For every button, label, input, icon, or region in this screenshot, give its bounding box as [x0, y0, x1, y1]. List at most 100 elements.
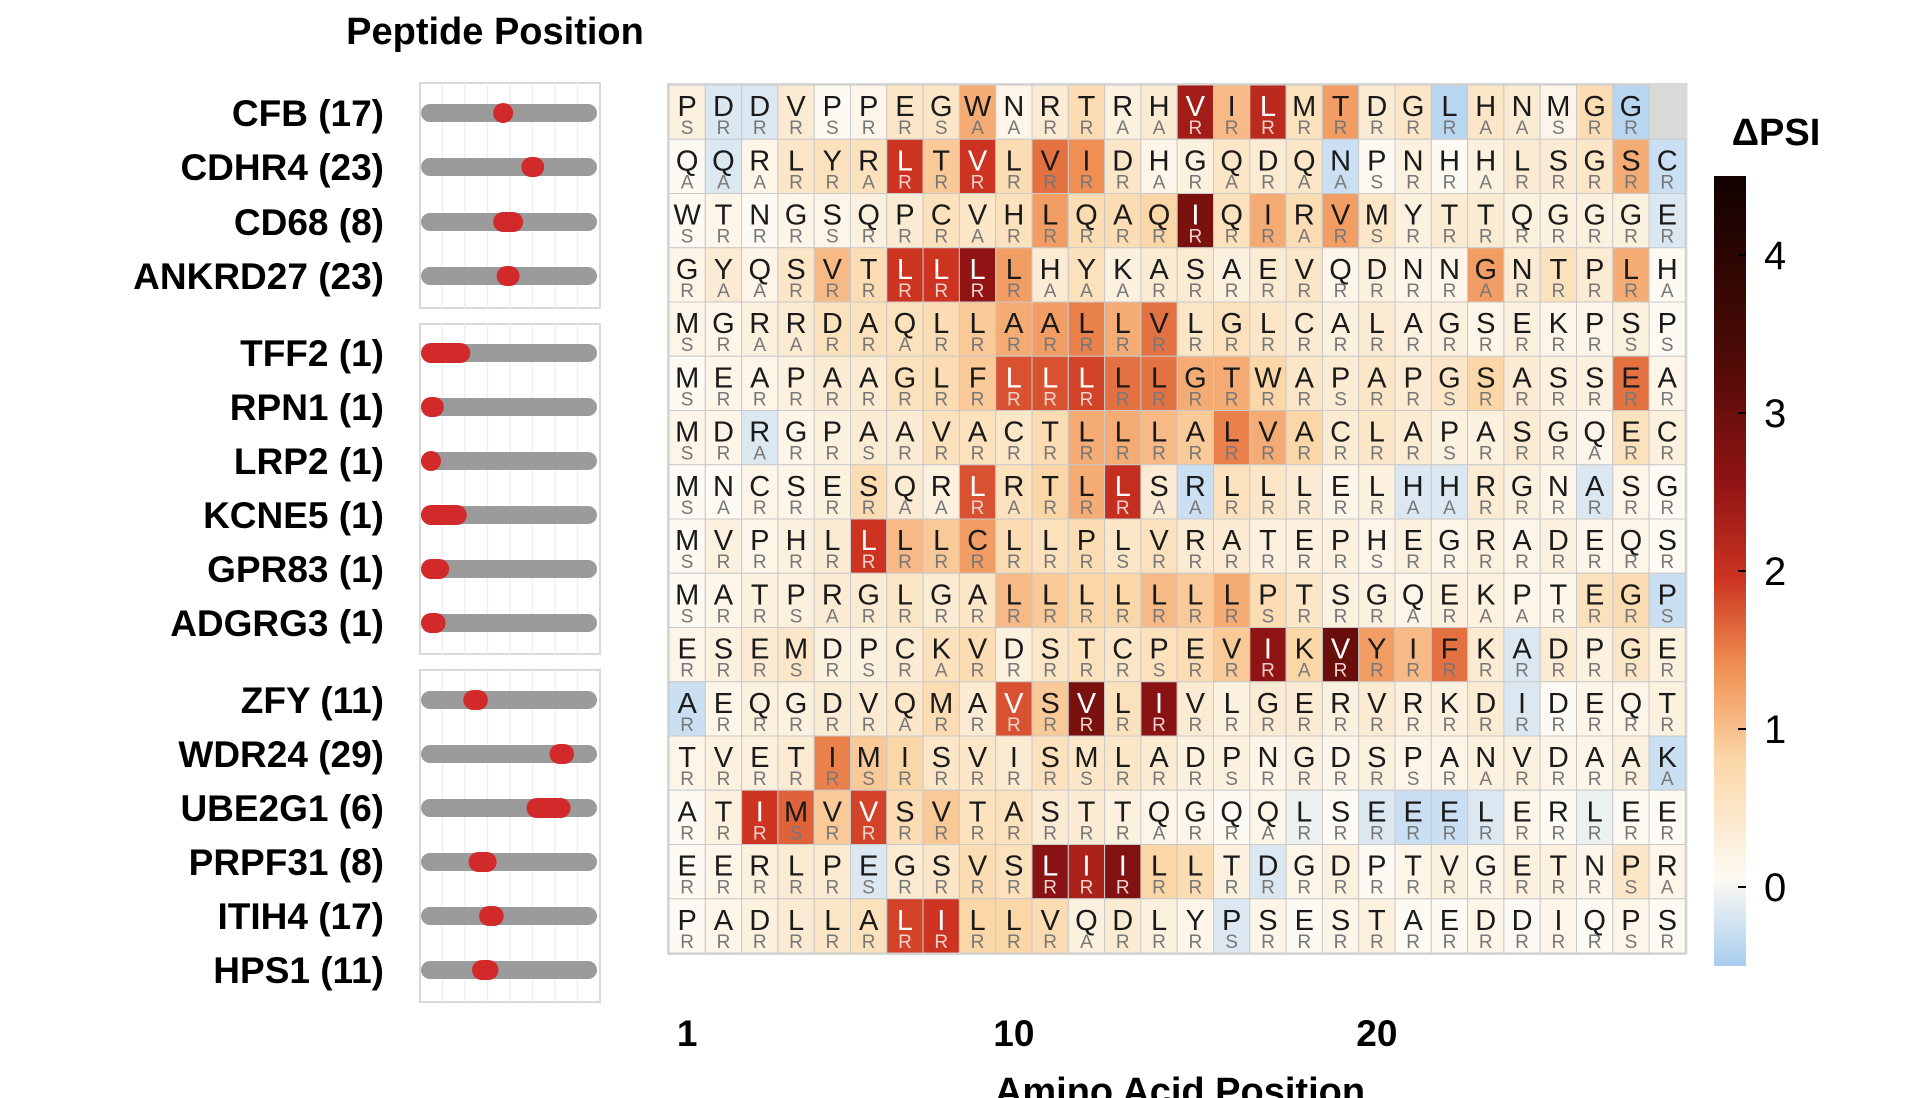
- residue-letter: T: [1332, 91, 1350, 123]
- heatmap-cell: [1321, 518, 1360, 574]
- chart-title: Peptide Position: [346, 11, 644, 53]
- variant-letter: R: [898, 932, 912, 953]
- residue-letter: R: [1475, 525, 1496, 557]
- residue-letter: V: [1222, 634, 1242, 666]
- variant-letter: R: [934, 769, 948, 790]
- heatmap-cell: [850, 572, 888, 628]
- residue-letter: E: [1258, 254, 1277, 286]
- residue-letter: W: [673, 200, 701, 232]
- heatmap-cell: [1648, 138, 1686, 194]
- heatmap-cell: [1249, 735, 1287, 791]
- heatmap-cell: [704, 301, 743, 357]
- residue-letter: L: [1006, 362, 1022, 394]
- heatmap-cell: [777, 410, 815, 466]
- variant-letter: R: [1515, 769, 1529, 790]
- residue-letter: G: [1583, 200, 1606, 232]
- residue-letter: C: [1003, 417, 1024, 449]
- heatmap-cell: [668, 193, 706, 249]
- heatmap-cell: [850, 789, 888, 845]
- residue-letter: G: [785, 417, 808, 449]
- residue-letter: V: [1186, 91, 1206, 123]
- residue-letter: L: [1042, 579, 1058, 611]
- variant-letter: R: [825, 444, 839, 465]
- variant-letter: A: [1008, 118, 1021, 139]
- variant-letter: R: [1188, 878, 1202, 899]
- heatmap-cell: [1031, 789, 1069, 845]
- residue-letter: Q: [1329, 254, 1352, 286]
- heatmap-cell: [1249, 681, 1287, 737]
- residue-letter: D: [1112, 905, 1133, 937]
- heatmap-cell: [1140, 518, 1178, 574]
- residue-letter: W: [1254, 362, 1282, 394]
- heatmap-cell: [1104, 572, 1142, 628]
- heatmap-cell: [1176, 735, 1214, 791]
- variant-letter: A: [1116, 281, 1129, 302]
- peptide-marker: [421, 397, 444, 417]
- residue-letter: A: [1004, 308, 1024, 340]
- heatmap-cell: [741, 789, 779, 845]
- variant-letter: A: [1516, 118, 1529, 139]
- variant-letter: R: [1624, 769, 1638, 790]
- variant-letter: R: [1261, 661, 1275, 682]
- residue-letter: S: [1331, 796, 1350, 828]
- heatmap-cell: [1176, 572, 1214, 628]
- variant-letter: R: [1152, 932, 1166, 953]
- residue-letter: P: [1512, 579, 1531, 611]
- heatmap-cell: [668, 138, 706, 194]
- heatmap-cell: [1176, 84, 1214, 140]
- residue-letter: A: [1403, 308, 1423, 340]
- heatmap-cell: [813, 84, 852, 140]
- heatmap-cell: [1503, 410, 1541, 466]
- variant-letter: R: [717, 444, 731, 465]
- variant-letter: R: [753, 932, 767, 953]
- residue-letter: P: [859, 634, 878, 666]
- variant-letter: R: [1116, 335, 1130, 356]
- protein-label: KCNE5 (1): [203, 495, 384, 536]
- residue-letter: M: [1546, 91, 1570, 123]
- variant-letter: R: [1261, 389, 1275, 410]
- residue-letter: L: [1115, 742, 1131, 774]
- variant-letter: R: [1188, 932, 1202, 953]
- heatmap-cell: [704, 789, 743, 845]
- heatmap-cell: [1394, 518, 1432, 574]
- residue-letter: G: [857, 579, 880, 611]
- variant-letter: R: [1443, 878, 1457, 899]
- variant-letter: S: [681, 552, 694, 573]
- heatmap-cell: [922, 627, 960, 683]
- residue-letter: K: [1295, 634, 1315, 666]
- residue-letter: L: [1514, 145, 1530, 177]
- variant-letter: R: [1370, 769, 1384, 790]
- heatmap-cell: [1394, 247, 1432, 303]
- variant-letter: R: [1043, 389, 1057, 410]
- variant-letter: S: [790, 661, 803, 682]
- residue-letter: K: [1113, 254, 1133, 286]
- residue-letter: I: [1119, 851, 1127, 883]
- heatmap-cell: [813, 138, 852, 194]
- variant-letter: R: [1007, 172, 1021, 193]
- variant-letter: S: [681, 227, 694, 248]
- variant-letter: R: [1479, 823, 1493, 844]
- residue-letter: H: [786, 525, 807, 557]
- variant-letter: R: [1334, 281, 1348, 302]
- variant-letter: R: [1152, 335, 1166, 356]
- heatmap-cell: [704, 518, 743, 574]
- protein-bar: [421, 614, 597, 632]
- variant-letter: R: [753, 118, 767, 139]
- residue-letter: T: [1295, 579, 1313, 611]
- variant-letter: R: [1334, 878, 1348, 899]
- peptide-position-panels: [419, 82, 601, 1003]
- heatmap-cell: [922, 355, 960, 411]
- variant-letter: R: [1588, 552, 1602, 573]
- residue-letter: L: [933, 254, 949, 286]
- heatmap-cell: [1140, 301, 1178, 357]
- heatmap-cell: [995, 410, 1033, 466]
- residue-letter: L: [788, 145, 804, 177]
- heatmap-cell: [1430, 84, 1469, 140]
- heatmap-cell: [958, 84, 997, 140]
- variant-letter: A: [1479, 172, 1492, 193]
- residue-letter: G: [1620, 200, 1643, 232]
- residue-letter: L: [788, 905, 804, 937]
- residue-letter: V: [1512, 742, 1532, 774]
- heatmap-cell: [1213, 844, 1251, 900]
- variant-letter: R: [1261, 932, 1275, 953]
